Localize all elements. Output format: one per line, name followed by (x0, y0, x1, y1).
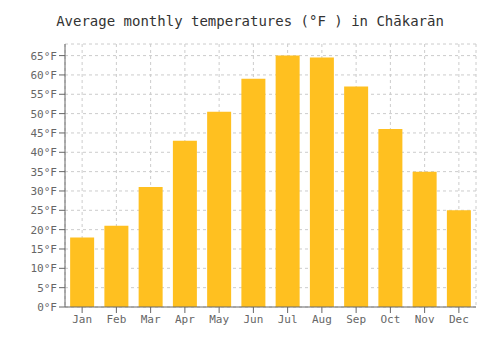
svg-text:Oct: Oct (380, 313, 400, 326)
svg-text:55°F: 55°F (31, 88, 58, 101)
svg-text:50°F: 50°F (31, 108, 58, 121)
svg-text:Sep: Sep (346, 313, 366, 326)
svg-text:Jan: Jan (72, 313, 92, 326)
svg-text:Mar: Mar (141, 313, 161, 326)
svg-text:25°F: 25°F (31, 204, 58, 217)
svg-text:35°F: 35°F (31, 166, 58, 179)
svg-text:20°F: 20°F (31, 224, 58, 237)
svg-text:30°F: 30°F (31, 185, 58, 198)
svg-text:65°F: 65°F (31, 50, 58, 63)
svg-text:Apr: Apr (175, 313, 195, 326)
svg-text:Nov: Nov (415, 313, 435, 326)
svg-text:Jun: Jun (243, 313, 263, 326)
svg-text:15°F: 15°F (31, 243, 58, 256)
svg-text:Aug: Aug (312, 313, 332, 326)
svg-text:Dec: Dec (449, 313, 469, 326)
svg-text:Feb: Feb (106, 313, 126, 326)
svg-text:45°F: 45°F (31, 127, 58, 140)
svg-text:May: May (209, 313, 229, 326)
svg-text:Jul: Jul (278, 313, 298, 326)
svg-text:0°F: 0°F (37, 301, 57, 314)
html-text:Average monthly temperatures (: Average monthly temperatures (°F ) in Ch… (56, 13, 444, 29)
svg-text:5°F: 5°F (37, 282, 57, 295)
svg-text:40°F: 40°F (31, 146, 58, 159)
svg-text:60°F: 60°F (31, 69, 58, 82)
svg-text:10°F: 10°F (31, 262, 58, 275)
